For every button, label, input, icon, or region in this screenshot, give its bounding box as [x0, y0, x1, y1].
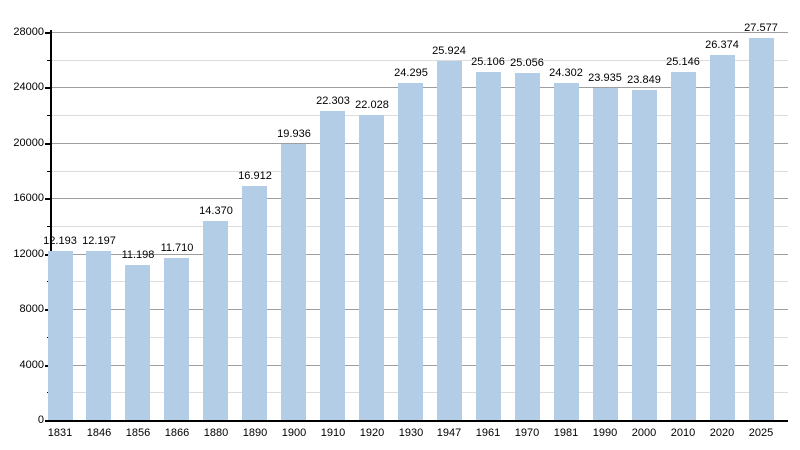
bar [749, 38, 774, 420]
bar [632, 90, 657, 420]
x-tick-label: 2020 [709, 427, 735, 439]
bar [203, 221, 228, 420]
y-tick-major [45, 420, 52, 422]
x-tick-label: 1866 [164, 427, 190, 439]
y-tick-minor [47, 115, 52, 116]
bar-value-label: 11.710 [160, 242, 194, 254]
x-tick-label: 1856 [125, 427, 151, 439]
y-tick-major [45, 32, 52, 34]
bar [86, 251, 111, 420]
y-tick-label: 24000 [13, 81, 44, 93]
bar-value-label: 12.193 [43, 235, 77, 247]
y-tick-label: 20000 [13, 137, 44, 149]
x-tick-label: 2000 [631, 427, 657, 439]
gridline-major [52, 32, 788, 33]
bar-value-label: 11.198 [121, 249, 155, 261]
x-tick-label: 1900 [281, 427, 307, 439]
bar-value-label: 22.303 [316, 95, 350, 107]
y-tick-major [45, 143, 52, 145]
bar [359, 115, 384, 420]
x-tick-label: 1910 [320, 427, 346, 439]
bar [671, 72, 696, 420]
y-tick-minor [47, 171, 52, 172]
bar-value-label: 25.056 [510, 57, 544, 69]
x-tick-label: 2025 [748, 427, 774, 439]
x-tick-label: 1831 [47, 427, 73, 439]
bar [242, 186, 267, 420]
bar-value-label: 23.935 [588, 72, 622, 84]
x-tick-label: 1970 [514, 427, 540, 439]
bar [593, 88, 618, 420]
bar [554, 83, 579, 420]
bar-value-label: 26.374 [705, 39, 739, 51]
x-tick-label: 1846 [86, 427, 112, 439]
x-tick-label: 2010 [670, 427, 696, 439]
bar [281, 144, 306, 420]
bar-value-label: 12.197 [82, 235, 116, 247]
bar-value-label: 25.924 [432, 45, 466, 57]
bar [710, 55, 735, 420]
bar-value-label: 24.295 [394, 67, 428, 79]
y-tick-label: 8000 [19, 303, 44, 315]
y-tick-minor [47, 60, 52, 61]
bar-value-label: 14.370 [199, 205, 233, 217]
bar [476, 72, 501, 420]
bar-value-label: 25.146 [666, 56, 700, 68]
x-tick-label: 1961 [475, 427, 501, 439]
bar [437, 61, 462, 420]
bar-value-label: 19.936 [277, 128, 311, 140]
y-tick-label: 4000 [19, 359, 44, 371]
bar [48, 251, 73, 420]
bar [515, 73, 540, 420]
y-tick-label: 16000 [13, 192, 44, 204]
x-tick-label: 1930 [398, 427, 424, 439]
bar-value-label: 23.849 [627, 74, 661, 86]
y-tick-label: 28000 [13, 26, 44, 38]
bar-value-label: 16.912 [238, 170, 272, 182]
y-tick-major [45, 87, 52, 89]
bar-value-label: 22.028 [355, 99, 389, 111]
y-tick-minor [47, 226, 52, 227]
bar [320, 111, 345, 420]
x-tick-label: 1981 [553, 427, 579, 439]
x-tick-label: 1880 [203, 427, 229, 439]
y-tick-label: 12000 [13, 248, 44, 260]
bar-value-label: 27.577 [744, 22, 778, 34]
gridline-minor [52, 60, 788, 61]
x-tick-label: 1890 [242, 427, 268, 439]
x-axis-line [48, 420, 788, 422]
bar [164, 258, 189, 420]
y-tick-major [45, 198, 52, 200]
x-tick-label: 1920 [359, 427, 385, 439]
x-tick-label: 1990 [592, 427, 618, 439]
x-tick-label: 1947 [436, 427, 462, 439]
bar [398, 83, 423, 420]
bar-value-label: 25.106 [471, 56, 505, 68]
bar-value-label: 24.302 [549, 67, 583, 79]
bar [125, 265, 150, 420]
y-tick-label: 0 [37, 414, 44, 426]
